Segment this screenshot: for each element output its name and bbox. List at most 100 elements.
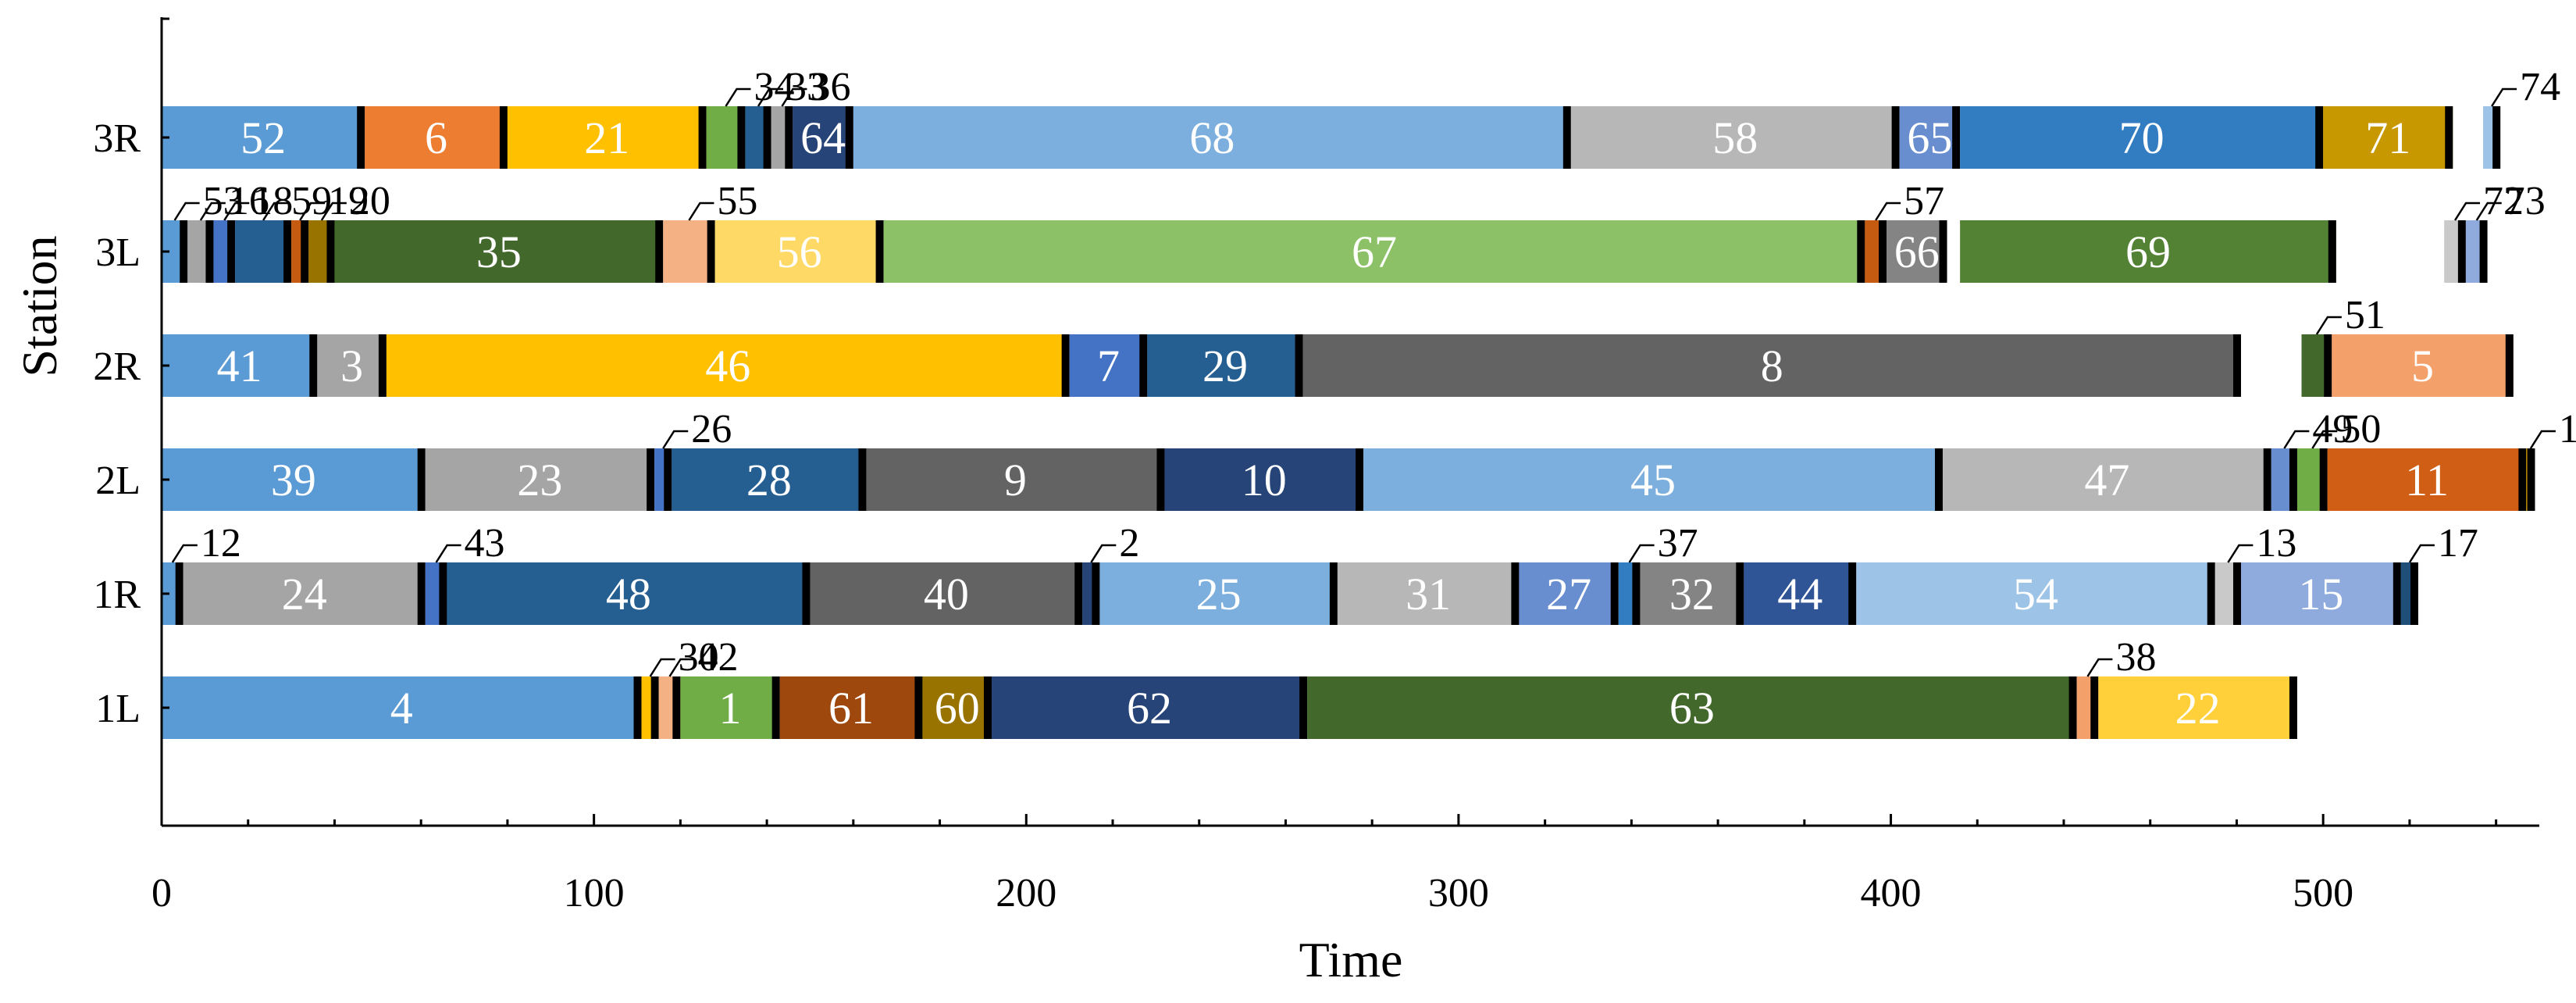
- task-separator: [1299, 676, 1308, 739]
- task-separator: [357, 106, 365, 169]
- task-bar-3l-69: [1960, 220, 2336, 283]
- callout-leader-30: [649, 658, 675, 677]
- callout-leader-13: [2227, 544, 2254, 563]
- task-separator: [2315, 106, 2324, 169]
- task-separator: [175, 562, 183, 625]
- task-bar-1l-63: [1307, 676, 2077, 739]
- task-label-56: 56: [777, 227, 822, 277]
- y-tick-label-3r: 3R: [93, 116, 141, 161]
- task-bar-1r-24: [183, 562, 426, 625]
- task-separator: [1061, 334, 1070, 397]
- callout-leader-16: [199, 202, 226, 221]
- task-bar-1r-27: [1519, 562, 1619, 625]
- task-bar-3r-71: [2323, 106, 2453, 169]
- task-separator: [2492, 106, 2501, 169]
- task-label-61: 61: [828, 683, 874, 734]
- task-separator: [858, 448, 867, 511]
- task-separator: [1511, 562, 1520, 625]
- callout-label-42: 42: [698, 635, 739, 680]
- task-bar-3r-68: [853, 106, 1571, 169]
- task-label-39: 39: [271, 455, 316, 505]
- task-bar-3l-67: [883, 220, 1865, 283]
- task-separator: [2505, 334, 2514, 397]
- callout-leader-20: [320, 202, 347, 221]
- task-separator: [180, 220, 188, 283]
- task-label-71: 71: [2365, 112, 2410, 163]
- x-tick-label-300: 300: [1428, 871, 1489, 916]
- task-label-22: 22: [2175, 683, 2221, 734]
- task-separator: [664, 448, 672, 511]
- task-separator: [2289, 448, 2297, 511]
- task-bar-1l-22: [2098, 676, 2297, 739]
- callout-leader-12: [171, 544, 198, 563]
- task-separator: [2328, 220, 2336, 283]
- task-bar-2l-45: [1363, 448, 1943, 511]
- task-separator: [1092, 562, 1100, 625]
- callout-leader-74: [2491, 87, 2517, 107]
- task-separator: [633, 676, 642, 739]
- task-separator: [737, 106, 746, 169]
- task-label-66: 66: [1894, 227, 1940, 277]
- y-tick-label-2r: 2R: [93, 344, 141, 389]
- task-bar-2r-3: [317, 334, 387, 397]
- task-label-65: 65: [1907, 112, 1952, 163]
- task-label-15: 15: [2298, 569, 2343, 619]
- task-separator: [499, 106, 508, 169]
- callout-label-38: 38: [2115, 635, 2156, 680]
- task-separator: [875, 220, 884, 283]
- callout-leader-14: [2529, 430, 2556, 449]
- task-bar-1l-62: [991, 676, 1308, 739]
- axes-layer: [160, 17, 2539, 827]
- task-bar-2l-10: [1164, 448, 1364, 511]
- callout-label-49: 49: [2312, 407, 2353, 452]
- y-tick-label-1r: 1R: [93, 573, 141, 617]
- task-bar-1r-32: [1640, 562, 1744, 625]
- task-separator: [647, 448, 655, 511]
- task-separator: [845, 106, 853, 169]
- task-bar-3r-52: [162, 106, 365, 169]
- task-separator: [417, 562, 426, 625]
- task-bar-2r-29: [1147, 334, 1303, 397]
- task-label-3: 3: [340, 341, 363, 391]
- task-bar-2l-47: [1942, 448, 2271, 511]
- callout-leader-43: [435, 544, 461, 563]
- task-bar-3l-59: [235, 220, 292, 283]
- y-tick-label-3l: 3L: [95, 230, 141, 275]
- callout-label-30: 30: [679, 635, 719, 680]
- task-bar-1r-25: [1099, 562, 1338, 625]
- callout-leader-51: [2315, 316, 2342, 335]
- callout-leader-19: [299, 202, 326, 221]
- callout-label-73: 73: [2505, 179, 2546, 223]
- task-bar-3r-64: [793, 106, 853, 169]
- ticks-layer: 3R 3L 2R 2L 1R 1L 0 100 200 300 400 500: [93, 17, 2498, 916]
- task-label-58: 58: [1712, 112, 1758, 163]
- callout-leader-59: [262, 202, 289, 221]
- callout-label-33: 33: [786, 65, 827, 109]
- task-separator: [771, 676, 780, 739]
- task-label-47: 47: [2084, 455, 2129, 505]
- task-label-8: 8: [1761, 341, 1783, 391]
- task-separator: [2289, 676, 2297, 739]
- callout-label-13: 13: [2256, 521, 2296, 566]
- callout-label-43: 43: [465, 521, 505, 566]
- callout-leader-53: [173, 202, 200, 221]
- task-bar-1l-4: [162, 676, 642, 739]
- task-label-69: 69: [2125, 227, 2171, 277]
- task-bar-1l-60: [922, 676, 992, 739]
- task-label-7: 7: [1097, 341, 1120, 391]
- task-bar-2l-11: [2327, 448, 2527, 511]
- callout-label-16: 16: [229, 179, 269, 223]
- task-separator: [914, 676, 923, 739]
- callout-leader-2: [1090, 544, 1117, 563]
- task-label-10: 10: [1242, 455, 1287, 505]
- task-separator: [983, 676, 992, 739]
- task-separator: [227, 220, 236, 283]
- task-separator: [2263, 448, 2271, 511]
- task-label-63: 63: [1669, 683, 1715, 734]
- task-separator: [1736, 562, 1744, 625]
- task-separator: [1952, 106, 1961, 169]
- task-separator: [707, 220, 715, 283]
- task-separator: [1857, 220, 1865, 283]
